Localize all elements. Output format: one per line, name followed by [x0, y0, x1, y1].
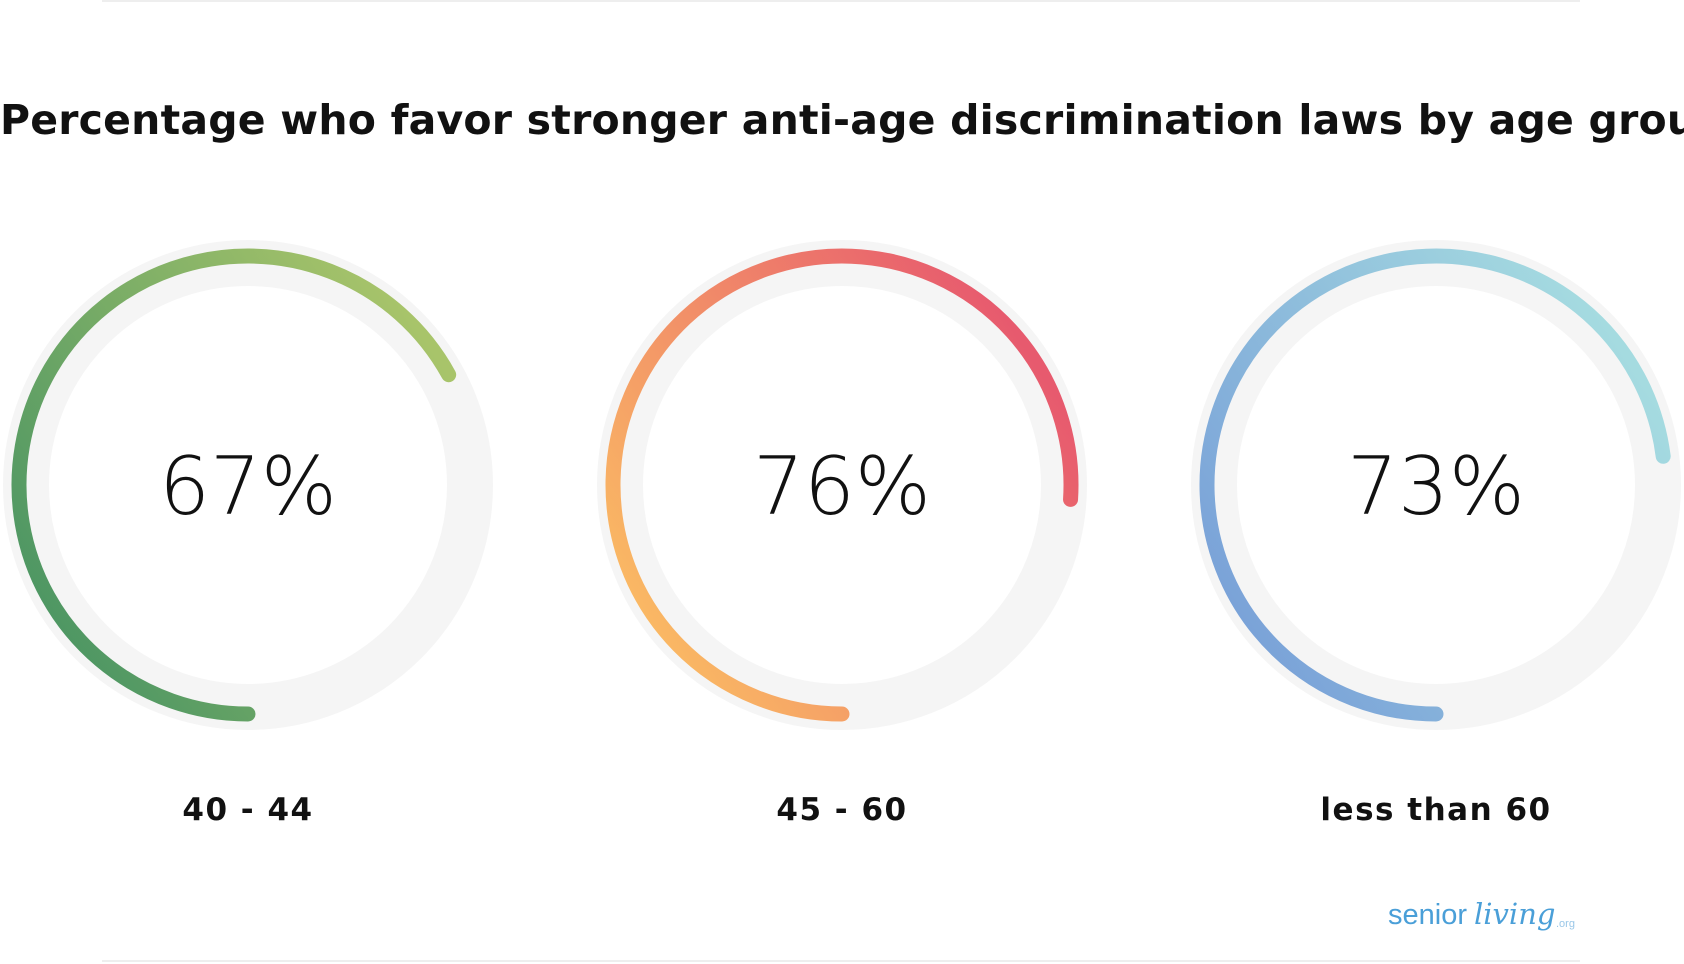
gauge-label-less-than-60: less than 60	[1320, 792, 1552, 828]
seniorliving-logo: senior living .org	[1388, 897, 1575, 931]
chart-title: Percentage who favor stronger anti-age d…	[0, 96, 1684, 144]
svg-text:living: living	[1474, 897, 1555, 931]
gauge-arc-less-than-60	[1199, 248, 1671, 722]
top-divider	[102, 0, 1580, 2]
gauge-value-less-than-60: 73%	[1347, 440, 1525, 533]
gauge-label-45-60: 45 - 60	[776, 792, 908, 828]
gauge-value-45-60: 76%	[753, 440, 931, 533]
bottom-divider	[102, 960, 1580, 962]
gauge-arc-40-44	[11, 248, 457, 722]
gauge-value-40-44: 67%	[159, 440, 337, 533]
svg-text:.org: .org	[1556, 918, 1575, 930]
gauge-arc-45-60	[605, 248, 1079, 722]
gauge-label-40-44: 40 - 44	[182, 792, 314, 828]
svg-text:senior: senior	[1388, 899, 1467, 931]
